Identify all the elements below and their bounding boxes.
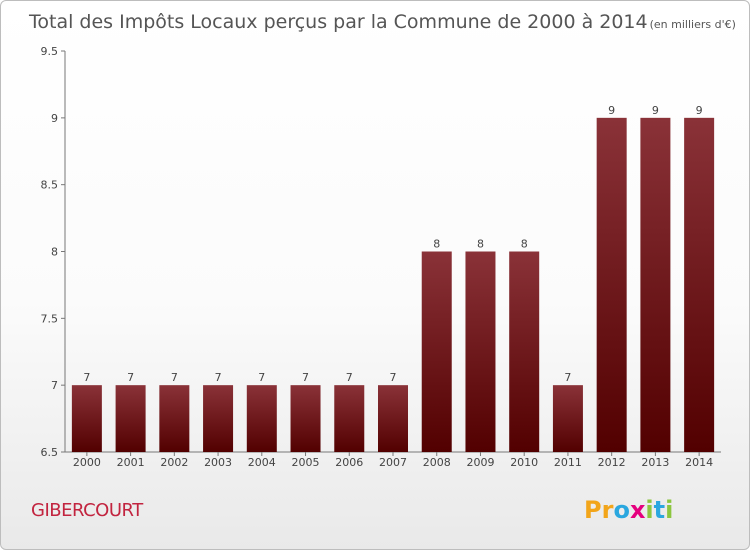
logo-text: Proxiti: [584, 496, 673, 524]
logo-letter: i: [645, 496, 653, 524]
data-label-2013: 9: [652, 104, 659, 117]
data-label-2012: 9: [608, 104, 615, 117]
bar-2002: [159, 385, 190, 452]
logo-letter: r: [602, 496, 614, 524]
bar-2012: [596, 117, 627, 452]
data-label-2008: 8: [433, 238, 440, 251]
x-tick-label-2013: 2013: [641, 456, 669, 469]
y-tick-label: 8: [51, 246, 58, 259]
bar-2003: [203, 385, 234, 452]
bar-2011: [552, 385, 583, 452]
bar-2014: [684, 117, 715, 452]
data-label-2001: 7: [127, 371, 134, 384]
x-tick-label-2008: 2008: [423, 456, 451, 469]
x-tick-label-2004: 2004: [248, 456, 276, 469]
bar-2001: [115, 385, 146, 452]
data-label-2011: 7: [564, 371, 571, 384]
x-tick-label-2012: 2012: [598, 456, 626, 469]
proxiti-logo: Proxiti: [584, 496, 673, 524]
x-tick-label-2010: 2010: [510, 456, 538, 469]
bar-2009: [465, 251, 496, 452]
commune-name: GIBERCOURT: [31, 500, 144, 521]
logo-letter: t: [654, 496, 665, 524]
chart-title: Total des Impôts Locaux perçus par la Co…: [28, 11, 736, 33]
bar-2005: [290, 385, 321, 452]
bar-2000: [71, 385, 102, 452]
data-label-2002: 7: [171, 371, 178, 384]
bar-2013: [640, 117, 671, 452]
x-tick-label-2007: 2007: [379, 456, 407, 469]
x-tick-label-2000: 2000: [73, 456, 101, 469]
x-tick-label-2006: 2006: [335, 456, 363, 469]
x-tick-label-2002: 2002: [160, 456, 188, 469]
bar-2008: [421, 251, 452, 452]
data-label-2007: 7: [390, 371, 397, 384]
bar-2007: [378, 385, 408, 452]
data-label-2004: 7: [258, 371, 265, 384]
data-label-2003: 7: [215, 371, 222, 384]
logo-letter: o: [613, 496, 630, 524]
logo-letter: i: [665, 496, 673, 524]
logo-letter: x: [630, 496, 646, 524]
y-tick-label: 7.5: [41, 312, 59, 325]
data-label-2010: 8: [521, 238, 528, 251]
y-tick-label: 9: [51, 112, 58, 125]
x-tick-label-2005: 2005: [292, 456, 320, 469]
bar-2004: [246, 385, 277, 452]
x-tick-label-2003: 2003: [204, 456, 232, 469]
x-tick-label-2009: 2009: [466, 456, 494, 469]
data-label-2000: 7: [83, 371, 90, 384]
bars-group: [71, 117, 715, 452]
y-tick-label: 6.5: [41, 446, 59, 459]
data-labels-group: 7 7 7 7 7 7 7 7 8 8 8 7 9 9 9: [83, 104, 702, 384]
bar-2006: [334, 385, 365, 452]
y-tick-label: 7: [51, 379, 58, 392]
bar-2010: [509, 251, 540, 452]
data-label-2009: 8: [477, 238, 484, 251]
x-tick-label-2011: 2011: [554, 456, 582, 469]
x-tick-label-2001: 2001: [117, 456, 145, 469]
data-label-2006: 7: [346, 371, 353, 384]
x-tick-labels-group: 2000 2001 2002 2003 2004 2005 2006 2007 2008 2009…: [73, 456, 713, 469]
logo-letter: P: [584, 496, 602, 524]
y-tick-label: 9.5: [41, 45, 59, 58]
data-label-2014: 9: [696, 104, 703, 117]
data-label-2005: 7: [302, 371, 309, 384]
y-tick-label: 8.5: [41, 179, 59, 192]
y-tick-labels-group: 6.5 7 7.5 8 8.5 9 9.5: [41, 45, 59, 459]
x-tick-label-2014: 2014: [685, 456, 713, 469]
